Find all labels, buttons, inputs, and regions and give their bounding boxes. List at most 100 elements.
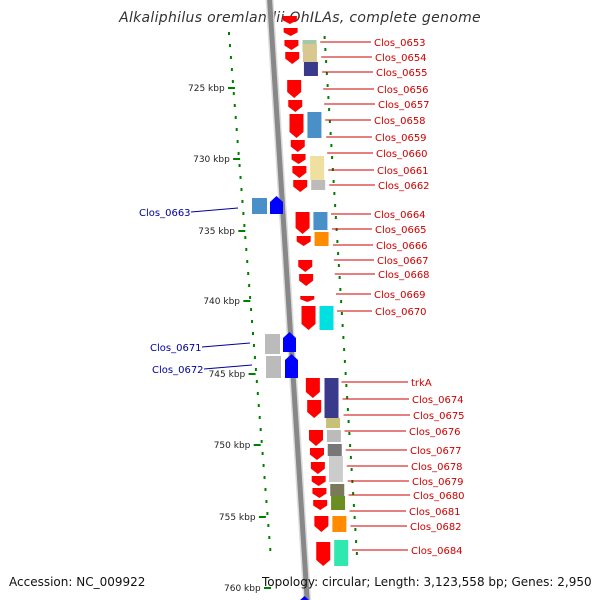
forward-gene-arrow	[291, 154, 306, 164]
scale-label: 725 kbp	[188, 84, 225, 94]
guide-dot	[239, 176, 242, 179]
guide-dot	[332, 180, 335, 183]
forward-gene-arrow	[293, 180, 308, 192]
reverse-gene-arrow	[300, 596, 309, 600]
gene-label: Clos_0679	[412, 477, 464, 488]
gene-box	[302, 44, 317, 62]
forward-gene-arrow	[310, 448, 324, 460]
gene-box	[324, 378, 339, 418]
guide-dot	[257, 404, 260, 407]
gene-label: Clos_0681	[409, 507, 461, 518]
gene-label: Clos_0661	[377, 166, 429, 177]
gene-box	[334, 540, 349, 566]
guide-dot	[340, 312, 343, 315]
guide-dot	[325, 60, 328, 63]
guide-dot	[230, 68, 233, 71]
guide-dot	[231, 80, 234, 83]
guide-dot	[338, 276, 341, 279]
gene-label: Clos_0654	[375, 53, 427, 64]
forward-gene-arrow	[298, 260, 313, 272]
gene-box	[327, 444, 342, 456]
gene-label: Clos_0676	[409, 427, 461, 438]
scale-label: 745 kbp	[209, 370, 246, 380]
guide-dot	[267, 524, 270, 527]
guide-dot	[355, 552, 358, 555]
guide-dot	[247, 272, 250, 275]
forward-gene-arrow	[295, 212, 310, 234]
guide-dot	[339, 288, 342, 291]
gene-box	[303, 62, 318, 76]
gene-label: Clos_0660	[376, 149, 428, 160]
guide-dot	[240, 188, 243, 191]
forward-gene-arrow	[300, 296, 315, 302]
guide-dot	[327, 96, 330, 99]
gene-label: Clos_0653	[374, 38, 426, 49]
forward-gene-arrow	[289, 114, 304, 138]
forward-gene-arrow	[287, 80, 302, 98]
label-leader-line	[190, 207, 239, 213]
guide-dot	[337, 264, 340, 267]
scale-label: 735 kbp	[198, 227, 235, 237]
gene-box	[326, 418, 341, 428]
forward-gene-arrow	[305, 378, 320, 398]
forward-gene-arrow	[313, 500, 328, 510]
forward-gene-arrow	[312, 488, 327, 498]
forward-gene-arrow	[311, 476, 326, 486]
gene-box	[332, 516, 347, 532]
gene-label: Clos_0669	[374, 290, 426, 301]
forward-gene-arrow	[301, 306, 316, 330]
guide-dot	[228, 32, 230, 35]
forward-gene-arrow	[283, 28, 298, 36]
genome-backbone-layer	[265, 0, 312, 600]
guide-dot	[347, 420, 350, 423]
gene-box	[310, 156, 325, 180]
guide-dot	[265, 500, 268, 503]
forward-gene-arrow	[285, 52, 300, 64]
tick-dots-layer	[228, 32, 358, 555]
guide-dot	[235, 128, 238, 131]
guide-dot	[261, 452, 264, 455]
gene-label: Clos_0674	[412, 395, 464, 406]
label-leader-line	[201, 342, 251, 348]
guide-dot	[334, 204, 337, 207]
guide-dot	[255, 380, 258, 383]
forward-gene-arrow	[307, 400, 322, 418]
scale-tick	[264, 587, 271, 589]
gene-label: Clos_0680	[413, 491, 465, 502]
gene-box	[319, 306, 334, 330]
guide-dot	[353, 516, 356, 519]
guide-dot	[256, 392, 259, 395]
guide-dot	[242, 212, 245, 215]
guide-dot	[236, 140, 239, 143]
guide-dot	[346, 408, 349, 411]
guide-dot	[328, 108, 331, 111]
guide-dot	[325, 72, 328, 75]
gene-box	[252, 198, 267, 214]
scale-tick	[258, 516, 266, 518]
guide-dot	[354, 528, 357, 531]
forward-gene-arrow	[282, 16, 297, 24]
gene-label: Clos_0670	[375, 307, 427, 318]
gene-label: Clos_0655	[376, 68, 428, 79]
guide-dot	[330, 144, 333, 147]
guide-dot	[252, 332, 254, 335]
genome-info-label: Topology: circular; Length: 3,123,558 bp…	[262, 575, 592, 589]
guide-dot	[334, 216, 337, 219]
guide-dot	[349, 456, 352, 459]
forward-gene-arrow	[309, 430, 323, 446]
gene-label: Clos_0668	[378, 270, 430, 281]
label-leader-line	[203, 364, 253, 370]
gene-label: Clos_0671	[150, 343, 202, 354]
gene-box	[313, 212, 328, 230]
guide-dot	[331, 156, 334, 159]
accession-label: Accession: NC_009922	[9, 575, 146, 589]
guide-dot	[341, 324, 344, 327]
forward-gene-arrow	[288, 100, 303, 112]
scale-tick	[248, 373, 256, 375]
guide-dot	[248, 284, 251, 287]
guide-dot	[264, 488, 267, 491]
guide-dot	[355, 540, 358, 543]
scale-tick	[233, 158, 241, 160]
scale-tick	[253, 444, 261, 446]
guide-dot	[246, 260, 249, 263]
